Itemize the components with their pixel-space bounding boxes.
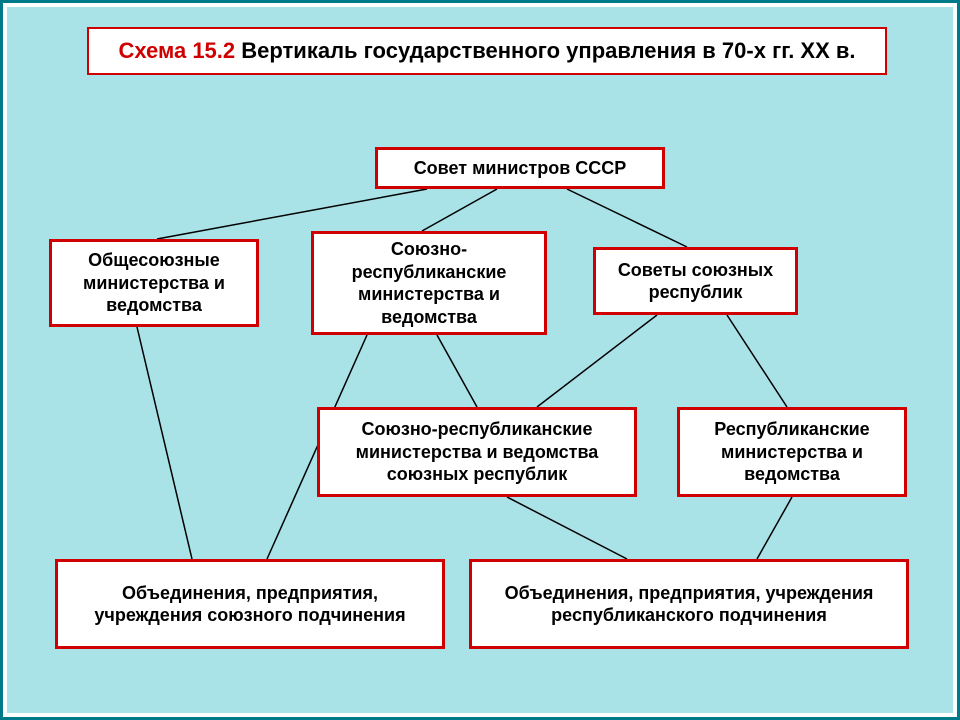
node-l2a: Общесоюзные министерства и ведомства — [49, 239, 259, 327]
title-text: Вертикаль государственного управления в … — [235, 38, 855, 63]
node-l2b: Союзно-республиканские министерства и ве… — [311, 231, 547, 335]
edge-top-to-l2c — [567, 189, 687, 247]
edge-l3b-to-l4b — [757, 497, 792, 559]
node-l4a: Объединения, предприятия, учреждения сою… — [55, 559, 445, 649]
edge-l2b-to-l3a — [437, 335, 477, 407]
edge-l2c-to-l3b — [727, 315, 787, 407]
node-top: Совет министров СССР — [375, 147, 665, 189]
outer-frame: Схема 15.2 Вертикаль государственного уп… — [0, 0, 960, 720]
title-prefix: Схема 15.2 — [118, 38, 235, 63]
node-l4b: Объединения, предприятия, учреждения рес… — [469, 559, 909, 649]
edge-l2c-to-l3a — [537, 315, 657, 407]
node-l3a: Союзно-республиканские министерства и ве… — [317, 407, 637, 497]
edge-l2a-to-l4a — [137, 327, 192, 559]
edge-l3a-to-l4b — [507, 497, 627, 559]
edge-top-to-l2b — [422, 189, 497, 231]
diagram-title: Схема 15.2 Вертикаль государственного уп… — [87, 27, 887, 75]
node-l2c: Советы союзных республик — [593, 247, 798, 315]
diagram-canvas: Схема 15.2 Вертикаль государственного уп… — [7, 7, 953, 713]
node-l3b: Республиканские министерства и ведомства — [677, 407, 907, 497]
